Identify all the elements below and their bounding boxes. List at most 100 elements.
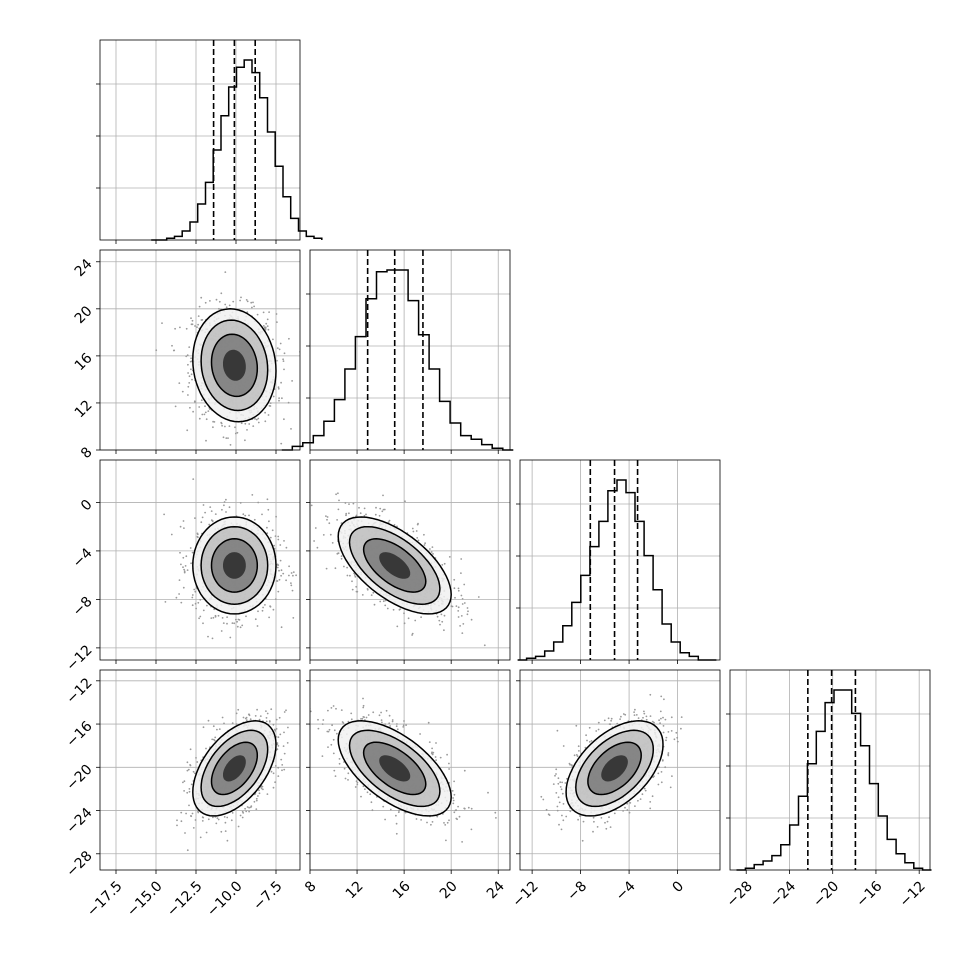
sample-point bbox=[457, 587, 460, 590]
sample-point bbox=[194, 602, 197, 605]
sample-point bbox=[265, 322, 268, 325]
sample-point bbox=[276, 347, 279, 349]
sample-point bbox=[336, 519, 338, 521]
contour-line bbox=[348, 525, 441, 605]
sample-point bbox=[223, 816, 226, 818]
sample-point bbox=[224, 271, 227, 273]
sample-point bbox=[194, 590, 197, 593]
sample-point bbox=[171, 344, 173, 347]
sample-point bbox=[350, 712, 353, 715]
sample-point bbox=[267, 508, 270, 511]
sample-point bbox=[204, 511, 207, 514]
hist-panel-0 bbox=[96, 39, 323, 244]
sample-point bbox=[214, 614, 217, 617]
sample-point bbox=[430, 551, 433, 553]
sample-point bbox=[250, 301, 253, 304]
sample-point bbox=[230, 819, 233, 822]
sample-point bbox=[374, 513, 377, 516]
sample-point bbox=[202, 504, 205, 506]
sample-point bbox=[196, 532, 199, 535]
sample-point bbox=[226, 839, 229, 842]
sample-point bbox=[221, 716, 224, 719]
sample-point bbox=[403, 720, 405, 722]
sample-point bbox=[187, 372, 190, 374]
sample-point bbox=[354, 575, 357, 578]
sample-point bbox=[280, 758, 283, 761]
sample-point bbox=[392, 608, 395, 611]
panel-frame bbox=[99, 39, 301, 241]
sample-point bbox=[332, 738, 335, 741]
sample-point bbox=[448, 556, 451, 558]
contour-line bbox=[192, 308, 277, 423]
sample-point bbox=[193, 400, 196, 403]
sample-point bbox=[385, 709, 388, 712]
sample-point bbox=[189, 764, 192, 766]
sample-point bbox=[391, 719, 394, 721]
sample-point bbox=[246, 806, 249, 808]
sample-point bbox=[466, 613, 469, 616]
sample-point bbox=[231, 812, 234, 814]
sample-point bbox=[209, 506, 212, 508]
sample-point bbox=[381, 721, 383, 724]
sample-point bbox=[161, 322, 163, 324]
sample-point bbox=[439, 756, 442, 759]
sample-point bbox=[185, 812, 188, 815]
contour-line bbox=[200, 319, 269, 412]
sample-point bbox=[204, 411, 207, 414]
sample-point bbox=[462, 623, 465, 625]
sample-point bbox=[432, 751, 435, 754]
sample-point bbox=[192, 410, 195, 413]
sample-point bbox=[386, 607, 389, 610]
sample-point bbox=[466, 607, 469, 609]
sample-point bbox=[316, 546, 319, 549]
sample-point bbox=[384, 604, 387, 607]
sample-point bbox=[338, 499, 340, 502]
sample-point bbox=[432, 553, 434, 555]
sample-point bbox=[237, 708, 240, 711]
sample-point bbox=[225, 437, 228, 439]
sample-point bbox=[218, 300, 221, 303]
sample-point bbox=[373, 603, 376, 606]
sample-point bbox=[185, 327, 188, 330]
sample-point bbox=[212, 426, 214, 429]
sample-point bbox=[176, 819, 178, 822]
sample-point bbox=[194, 819, 197, 821]
sample-point bbox=[176, 824, 178, 827]
sample-point bbox=[328, 522, 331, 525]
sample-point bbox=[279, 559, 282, 562]
sample-point bbox=[257, 501, 260, 504]
sample-point bbox=[329, 533, 332, 536]
sample-point bbox=[231, 722, 234, 724]
sample-point bbox=[268, 720, 271, 722]
sample-point bbox=[246, 429, 248, 431]
sample-point bbox=[189, 748, 192, 751]
sample-point bbox=[215, 298, 218, 301]
sample-point bbox=[227, 437, 229, 439]
sample-point bbox=[278, 569, 280, 572]
panel-frame bbox=[309, 249, 511, 451]
sample-point bbox=[403, 612, 405, 615]
sample-point bbox=[182, 586, 185, 589]
sample-point bbox=[335, 493, 337, 496]
sample-point bbox=[420, 819, 422, 821]
sample-point bbox=[322, 719, 325, 721]
sample-point bbox=[372, 591, 375, 594]
sample-point bbox=[222, 476, 224, 478]
sample-point bbox=[191, 604, 194, 607]
sample-point bbox=[269, 402, 272, 404]
sample-point bbox=[221, 617, 224, 619]
sample-point bbox=[326, 516, 329, 518]
sample-point bbox=[180, 563, 182, 566]
sample-point bbox=[441, 620, 444, 623]
sample-point bbox=[251, 306, 253, 309]
sample-point bbox=[197, 315, 200, 317]
sample-point bbox=[378, 714, 381, 717]
sample-point bbox=[302, 589, 304, 591]
sample-point bbox=[239, 814, 242, 817]
sample-point bbox=[463, 769, 466, 772]
sample-point bbox=[282, 572, 285, 575]
hist-panel-1 bbox=[281, 249, 514, 454]
sample-point bbox=[234, 432, 237, 435]
sample-point bbox=[236, 431, 239, 434]
sample-point bbox=[292, 574, 294, 577]
